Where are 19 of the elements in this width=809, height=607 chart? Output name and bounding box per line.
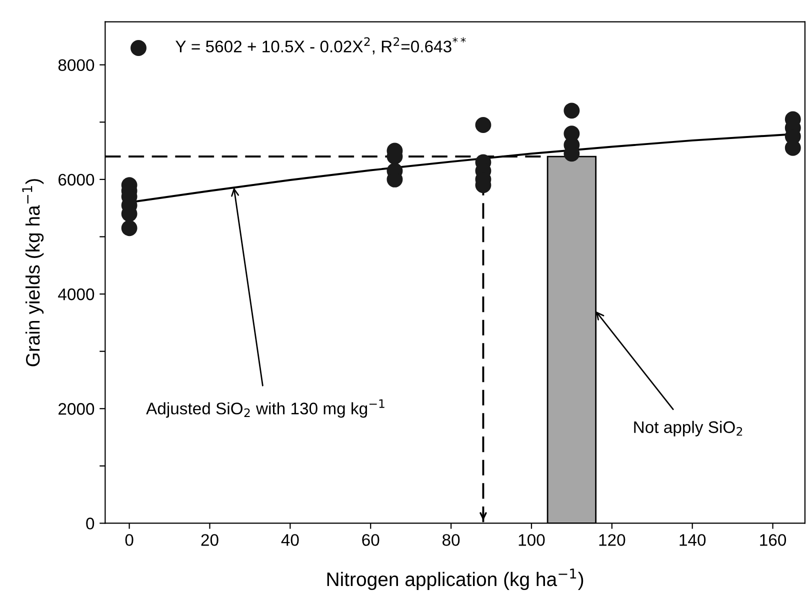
y-tick-label: 2000 <box>58 403 94 415</box>
y-tick-label: 8000 <box>58 59 94 72</box>
y-tick-label: 4000 <box>58 288 94 300</box>
annotation: Not apply SiO$_{2}$ <box>634 420 742 436</box>
x-tick-label: 20 <box>201 534 218 546</box>
y-tick-label: 6000 <box>58 174 94 186</box>
x-tick-label: 120 <box>599 534 626 546</box>
y-tick-label: 0 <box>86 518 94 530</box>
x-axis-title: Nitrogen application (kg ha$^{−1}$) <box>327 568 584 590</box>
x-tick-label: 100 <box>518 534 545 546</box>
x-tick-label: 80 <box>442 534 460 546</box>
x-tick-label: 40 <box>281 534 299 546</box>
x-tick-label: 60 <box>362 534 380 546</box>
legend-label: Y = 5602 + 10.5X - 0.02X$^{2}$, R$^{2}$=0.643$^{**}$ <box>176 37 466 54</box>
annotation: Adjusted SiO$_{2}$ with 130 mg kg$^{−1}$ <box>146 399 384 418</box>
x-tick-label: 0 <box>125 534 134 546</box>
x-tick-label: 160 <box>760 534 786 546</box>
y-axis-title: Grain yields (kg ha$^{−1}$) <box>22 179 44 366</box>
x-tick-label: 140 <box>680 534 706 546</box>
